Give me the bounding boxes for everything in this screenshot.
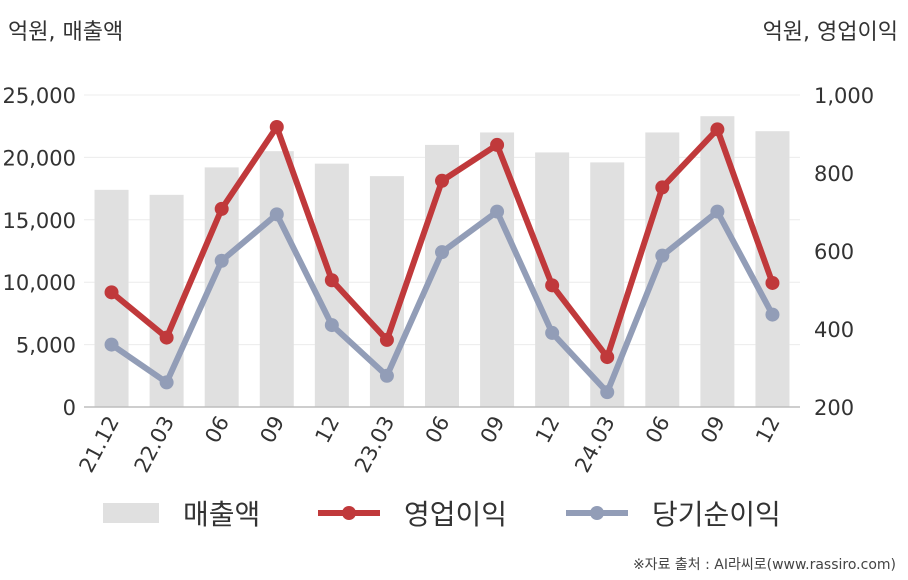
y-right-tick-label: 800	[814, 162, 854, 186]
point-net-income	[269, 207, 284, 222]
y-left-tick-label: 0	[63, 396, 76, 420]
legend-label-revenue: 매출액	[183, 498, 261, 531]
source-note: ※자료 출처 : AI라씨로(www.rassiro.com)	[632, 557, 896, 573]
legend-label-net-income: 당기순이익	[652, 498, 781, 531]
point-net-income	[545, 325, 560, 340]
point-operating-profit	[324, 273, 339, 288]
point-operating-profit	[545, 278, 560, 293]
y-right-tick-label: 400	[814, 318, 854, 342]
point-operating-profit	[104, 285, 119, 300]
x-tick-label: 09	[696, 412, 730, 447]
chart-plot: 25,000 20,000 15,000 10,000 5,000 0 1,000 800 60…	[3, 84, 875, 476]
point-operating-profit	[159, 330, 174, 345]
x-tick-label: 06	[421, 412, 455, 447]
point-net-income	[765, 307, 780, 322]
x-tick-label: 06	[200, 412, 234, 447]
bar-revenue	[259, 151, 294, 407]
y-left-tick-label: 10,000	[3, 271, 76, 295]
y-right-tick-label: 1,000	[814, 84, 874, 108]
point-net-income	[159, 375, 174, 390]
legend: 매출액 영업이익 당기순이익	[0, 493, 908, 533]
x-tick-label: 12	[531, 412, 565, 447]
y-right-tick-label: 600	[814, 240, 854, 264]
x-tick-label: 09	[255, 412, 289, 447]
legend-swatch-revenue	[103, 503, 159, 523]
left-axis-unit: 억원, 매출액	[8, 20, 124, 45]
x-tick-label: 09	[476, 412, 510, 447]
point-net-income	[104, 337, 119, 352]
point-net-income	[710, 204, 725, 219]
point-operating-profit	[710, 122, 725, 137]
legend-item-net-income: 당기순이익	[566, 493, 781, 533]
x-tick-label: 23.03	[350, 412, 399, 476]
point-operating-profit	[214, 201, 229, 216]
point-net-income	[324, 318, 339, 333]
x-tick-label: 24.03	[570, 412, 619, 476]
point-operating-profit	[765, 275, 780, 290]
point-operating-profit	[269, 119, 284, 134]
point-operating-profit	[435, 173, 449, 188]
x-tick-label: 22.03	[130, 412, 179, 476]
x-tick-label: 12	[311, 412, 345, 447]
point-operating-profit	[600, 350, 615, 365]
y-left-tick-label: 25,000	[3, 84, 76, 108]
y-left-tick-label: 15,000	[3, 209, 76, 233]
right-axis-unit: 억원, 영업이익	[762, 20, 898, 45]
y-right-tick-label: 200	[814, 396, 854, 420]
x-tick-label: 21.12	[75, 412, 124, 476]
point-net-income	[600, 385, 615, 400]
y-left-tick-label: 20,000	[3, 146, 76, 170]
point-operating-profit	[655, 180, 670, 195]
y-left-tick-label: 5,000	[16, 334, 76, 358]
point-net-income	[655, 248, 670, 263]
point-net-income	[379, 368, 394, 383]
point-net-income	[435, 245, 449, 260]
legend-item-revenue: 매출액	[103, 493, 260, 533]
legend-item-operating-profit: 영업이익	[318, 493, 507, 533]
point-operating-profit	[490, 137, 505, 152]
legend-swatch-operating-profit	[318, 506, 380, 520]
point-operating-profit	[379, 332, 394, 347]
point-net-income	[490, 204, 505, 219]
legend-label-operating-profit: 영업이익	[404, 498, 508, 531]
bar-revenue	[755, 131, 790, 407]
legend-swatch-net-income	[566, 506, 628, 520]
x-tick-label: 06	[641, 412, 675, 447]
point-net-income	[214, 253, 229, 268]
x-tick-label: 12	[751, 412, 785, 447]
